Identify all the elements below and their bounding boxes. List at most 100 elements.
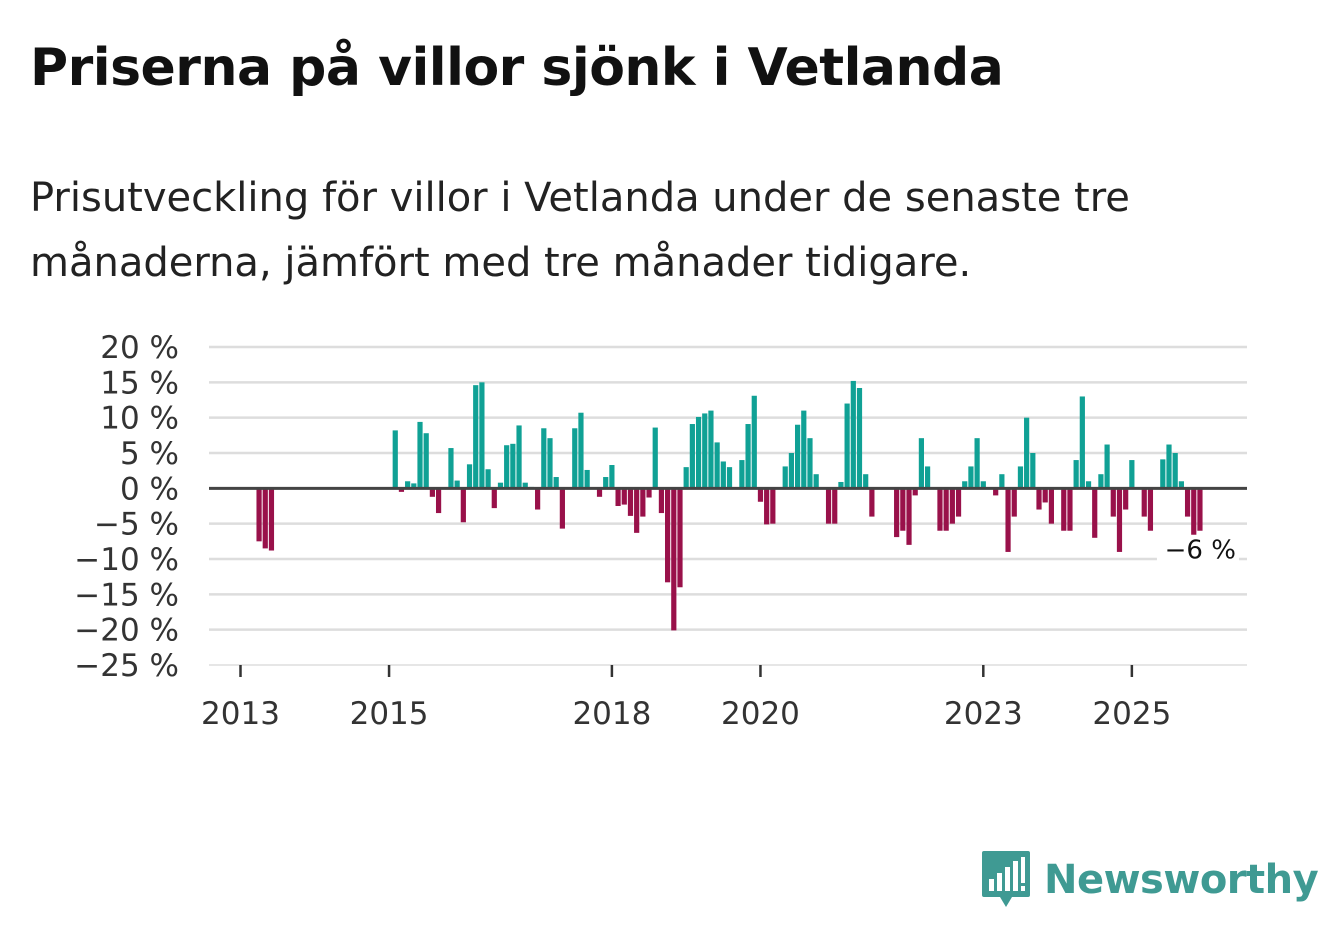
chart-title: Priserna på villor sjönk i Vetlanda (30, 38, 1004, 98)
bar (671, 488, 677, 631)
bar (770, 488, 776, 524)
bar (683, 467, 689, 489)
bar (999, 474, 1005, 489)
bar (522, 482, 528, 489)
bar (689, 424, 695, 489)
bars (256, 380, 1203, 631)
x-tick-label: 2018 (572, 696, 651, 732)
y-tick-label: −10 % (74, 542, 179, 578)
x-tick-label: 2015 (350, 696, 429, 732)
bar (714, 442, 720, 489)
bar (1104, 444, 1110, 489)
bar (974, 438, 980, 489)
bar (912, 488, 918, 496)
bar (757, 488, 764, 502)
bar (535, 488, 541, 510)
bar (1085, 481, 1092, 489)
bar (850, 380, 856, 489)
bar (924, 466, 931, 489)
bar (832, 488, 838, 524)
bar (1123, 488, 1129, 510)
bar (1073, 460, 1079, 489)
bar (1129, 460, 1135, 489)
bar (918, 438, 924, 489)
bar (646, 488, 652, 498)
bar (795, 424, 801, 489)
bar (900, 488, 906, 531)
y-tick-label: −5 % (94, 507, 179, 543)
y-tick-label: 10 % (100, 401, 179, 437)
bar (603, 477, 609, 489)
bar (863, 474, 869, 489)
bar (398, 488, 405, 492)
bar (1024, 417, 1030, 489)
bar (980, 481, 986, 489)
bar (764, 488, 770, 525)
bar (417, 421, 423, 489)
bar (937, 488, 943, 531)
bar (1005, 488, 1011, 552)
x-tick-label: 2025 (1092, 696, 1171, 732)
bar (695, 416, 702, 489)
bar (504, 445, 510, 489)
bar (838, 481, 844, 489)
bar (547, 438, 553, 489)
bar (1191, 488, 1197, 538)
bar (943, 488, 949, 531)
bar (405, 481, 411, 489)
bar (466, 464, 473, 489)
bar (665, 488, 671, 583)
bar (652, 427, 658, 489)
bar (1147, 488, 1154, 531)
bar (572, 428, 578, 489)
y-axis: 20 %15 %10 %5 %0 %−5 %−10 %−15 %−20 %−25… (74, 330, 179, 684)
bar (479, 382, 485, 489)
annotations: −6 % (1156, 534, 1239, 567)
bar (720, 461, 726, 489)
bar (516, 425, 522, 489)
bar (1011, 488, 1017, 517)
bar (962, 481, 968, 489)
bar (640, 488, 646, 517)
bar (807, 438, 813, 489)
bar (1067, 488, 1073, 531)
bar (1110, 488, 1116, 517)
bar (1172, 453, 1178, 489)
bar (869, 488, 875, 517)
bar (634, 488, 640, 533)
bar (621, 488, 627, 505)
newsworthy-logo-icon (982, 851, 1030, 907)
bar (454, 480, 460, 489)
x-tick-label: 2013 (201, 696, 280, 732)
bar (788, 453, 795, 489)
y-tick-label: 20 % (100, 330, 179, 366)
bar (1036, 488, 1042, 510)
bar (726, 467, 733, 489)
bar (578, 412, 584, 489)
bar (1116, 488, 1123, 552)
bar (739, 460, 745, 489)
bar (584, 469, 590, 489)
bar (596, 488, 603, 497)
end-label-background (1156, 534, 1239, 567)
newsworthy-logo: Newsworthy (980, 848, 1319, 912)
bar (460, 488, 466, 523)
bar (993, 488, 999, 496)
bar (473, 385, 479, 489)
bar (968, 466, 974, 489)
bar (906, 488, 912, 545)
y-tick-label: −15 % (74, 577, 179, 613)
bar (1092, 488, 1098, 538)
bar (1141, 488, 1147, 517)
bar (801, 410, 807, 489)
bar (1098, 474, 1104, 489)
brand-name: Newsworthy (1044, 857, 1319, 903)
x-axis: 2013 2015 2018 2020 2023 2025 (201, 665, 1171, 732)
bar-chart: 20 %15 %10 %5 %0 %−5 %−10 %−15 %−20 %−25… (74, 330, 1247, 732)
gridlines (209, 345, 1247, 666)
bar (844, 403, 850, 489)
bar (541, 428, 547, 489)
y-tick-label: 15 % (100, 365, 179, 401)
bar (553, 477, 559, 489)
bar (955, 488, 962, 517)
